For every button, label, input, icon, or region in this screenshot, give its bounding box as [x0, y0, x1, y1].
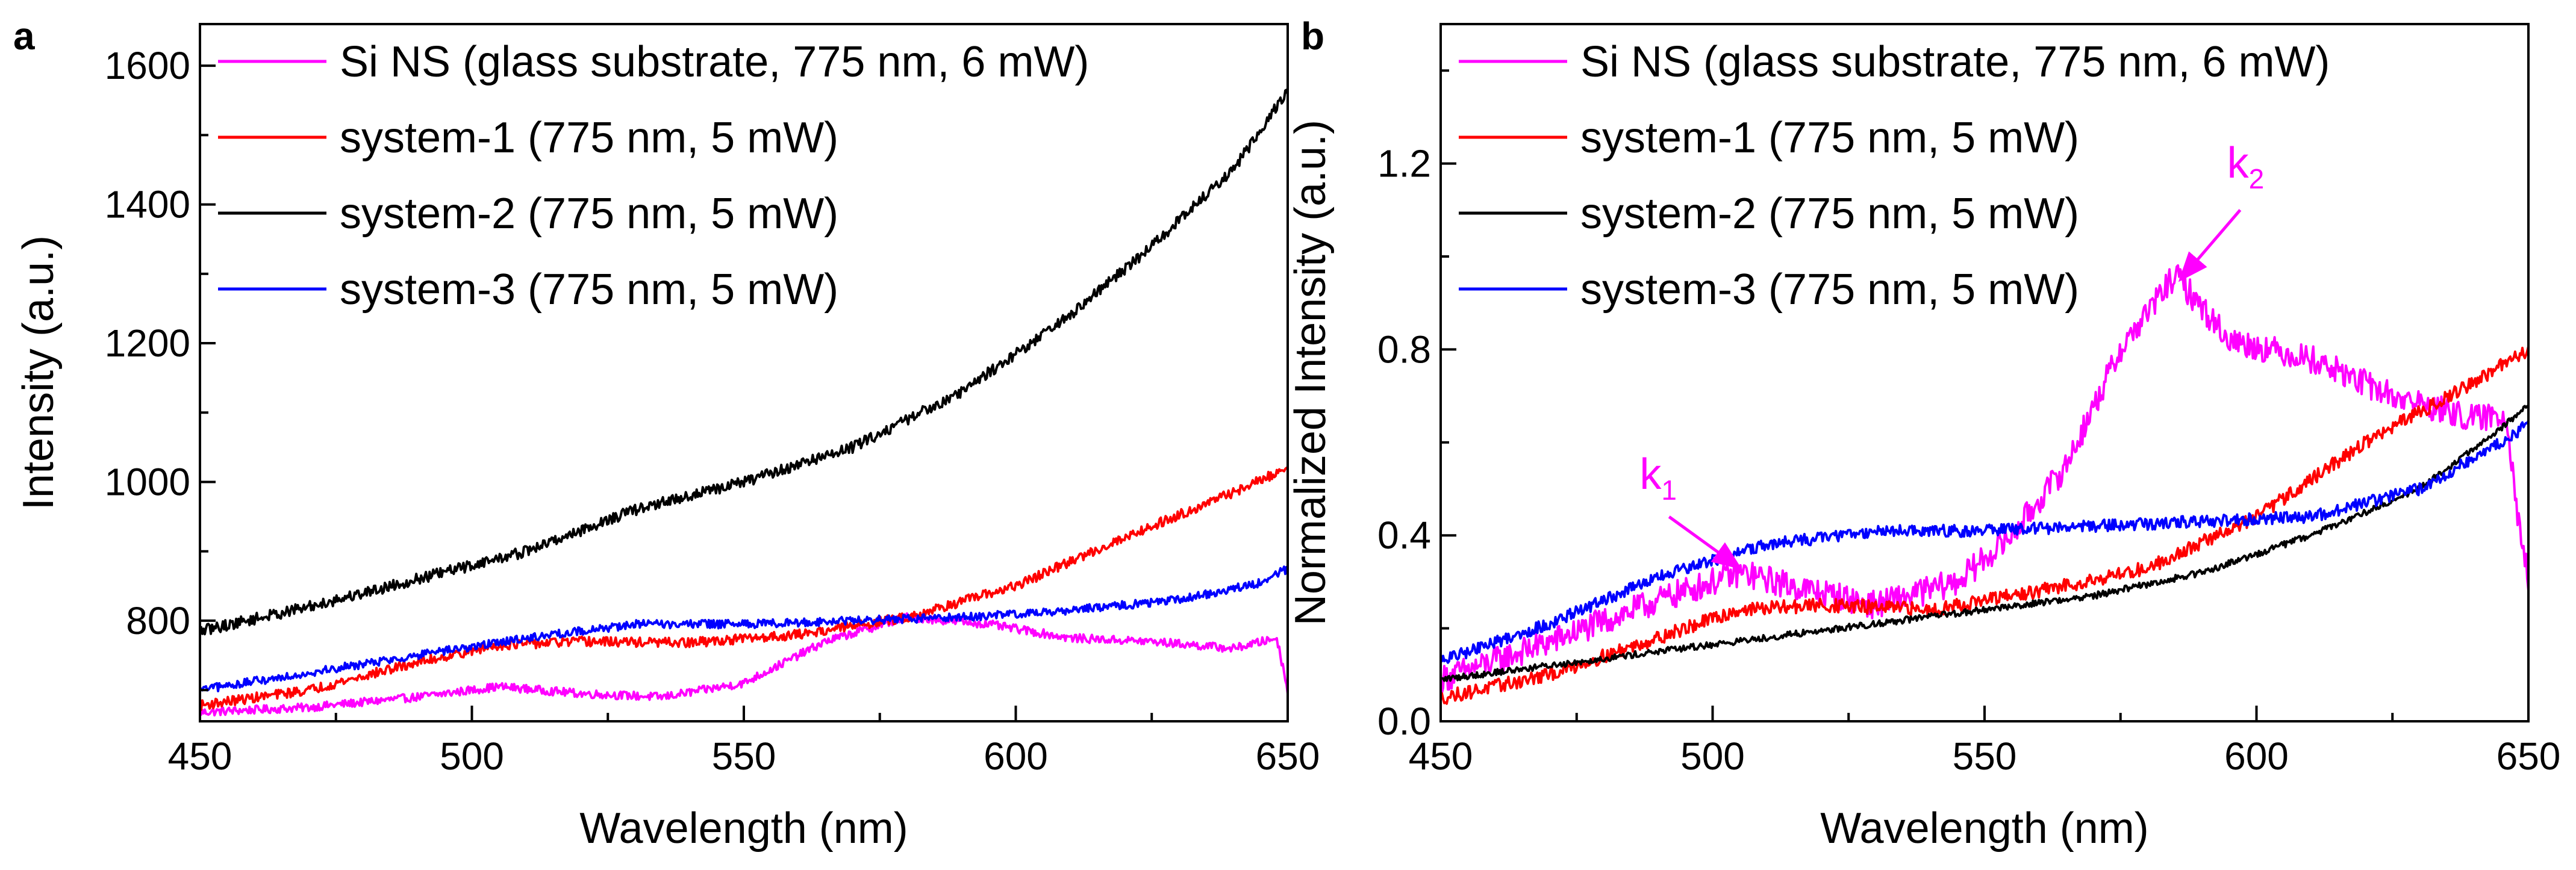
- legend-label: Si NS (glass substrate, 775 nm, 6 mW): [340, 38, 1089, 86]
- y-axis-a: 800 1000 1200 1400 1600: [105, 44, 216, 692]
- x-tick-label: 450: [168, 735, 232, 778]
- panel-letter-b: b: [1301, 14, 1324, 58]
- series-line-b-3: [1441, 405, 2528, 682]
- y-tick-label: 1000: [105, 460, 190, 503]
- y-axis-b: 0.0 0.4 0.8 1.2: [1377, 69, 1456, 743]
- series-line-b-2: [1441, 346, 2528, 705]
- x-tick-label: 550: [1953, 735, 2017, 778]
- x-tick-label: 650: [2496, 735, 2561, 778]
- legend-label: system-1 (775 nm, 5 mW): [340, 114, 838, 162]
- x-tick-label: 500: [1680, 735, 1745, 778]
- x-tick-label: 500: [440, 735, 504, 778]
- legend-label: system-3 (775 nm, 5 mW): [340, 266, 838, 314]
- x-tick-label: 600: [2224, 735, 2289, 778]
- legend-label: system-3 (775 nm, 5 mW): [1580, 266, 2079, 314]
- legend-label: system-1 (775 nm, 5 mW): [1580, 114, 2079, 162]
- y-tick-label: 1400: [105, 183, 190, 226]
- series-line-a-3: [200, 89, 1288, 636]
- annotation-arrow-k1: [1668, 515, 1742, 570]
- legend-label: system-2 (775 nm, 5 mW): [340, 190, 838, 238]
- x-tick-label: 600: [984, 735, 1048, 778]
- y-tick-label: 0.4: [1377, 514, 1431, 557]
- x-axis-b: 450 500 550 600 650: [1409, 706, 2561, 778]
- series-line-a-1: [200, 612, 1288, 716]
- chart-panel-a: a 450 500 550 600 650 800 1000 1200 1400 1600 Wa…: [13, 14, 1320, 853]
- series-group-a: [200, 89, 1288, 716]
- annotation-label-k1: k1: [1639, 450, 1677, 506]
- series-line-a-2: [200, 466, 1288, 711]
- x-axis-a: 450 500 550 600 650: [168, 706, 1320, 778]
- y-tick-label: 1200: [105, 322, 190, 365]
- legend-label: system-2 (775 nm, 5 mW): [1580, 190, 2079, 238]
- y-axis-title-b: Normalized Intensity (a.u.): [1286, 120, 1335, 626]
- legend-b: Si NS (glass substrate, 775 nm, 6 mW) sys…: [1459, 38, 2330, 314]
- x-tick-label: 550: [712, 735, 776, 778]
- chart-panel-b: b 450 500 550 600 650 0.0 0.4 0.8 1.2 Wavelengt…: [1286, 14, 2560, 853]
- series-line-a-4: [200, 565, 1288, 692]
- legend-label: Si NS (glass substrate, 775 nm, 6 mW): [1580, 38, 2330, 86]
- annotation-label-k2: k2: [2227, 139, 2265, 194]
- series-line-b-4: [1441, 420, 2528, 664]
- x-tick-label: 650: [1256, 735, 1320, 778]
- y-tick-label: 0.0: [1377, 700, 1431, 743]
- y-tick-label: 0.8: [1377, 328, 1431, 371]
- x-axis-title-a: Wavelength (nm): [579, 804, 908, 853]
- annotations-b: k1 k2: [1639, 139, 2265, 570]
- y-tick-label: 1.2: [1377, 142, 1431, 185]
- series-group-b: [1441, 264, 2528, 705]
- y-axis-title-a: Intensity (a.u.): [14, 235, 63, 510]
- x-axis-title-b: Wavelength (nm): [1820, 804, 2149, 853]
- legend-a: Si NS (glass substrate, 775 nm, 6 mW) sys…: [218, 38, 1089, 314]
- y-tick-label: 1600: [105, 44, 190, 87]
- x-tick-label: 450: [1409, 735, 1473, 778]
- panel-letter-a: a: [13, 14, 35, 58]
- annotation-arrow-k2: [2178, 209, 2242, 282]
- y-tick-label: 800: [126, 599, 190, 642]
- series-line-b-1: [1441, 264, 2528, 694]
